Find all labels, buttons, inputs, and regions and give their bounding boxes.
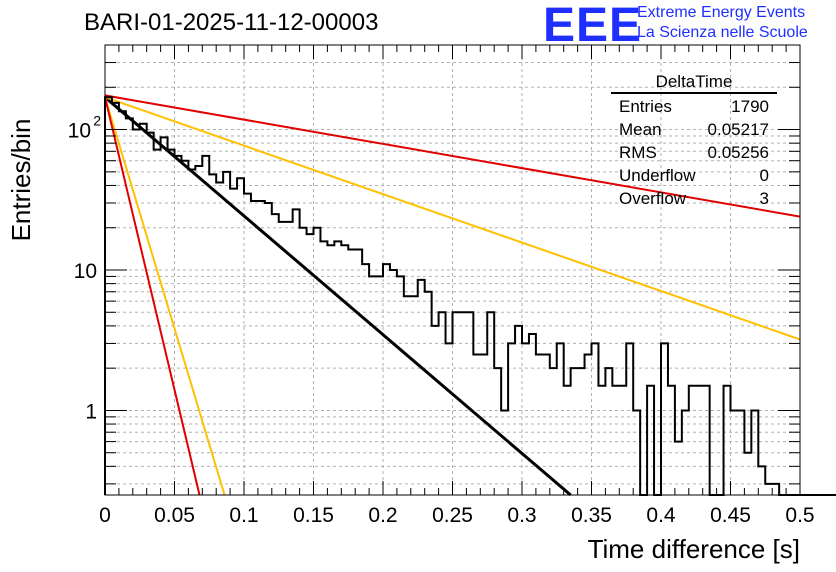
stats-label: Entries — [619, 97, 672, 116]
stats-box-name: DeltaTime — [611, 72, 777, 94]
series-lower-fast — [104, 96, 201, 496]
stats-value: 3 — [759, 189, 769, 208]
axes: 0 0.05 0.1 0.15 0.2 0.25 0.3 0.35 0.4 0.45 0.5 1 10 1… — [68, 44, 815, 527]
x-tick-label: 0.15 — [293, 504, 334, 527]
x-tick-label: 0.35 — [571, 504, 612, 527]
stats-value: 1790 — [731, 97, 769, 116]
x-axis-label: Time difference [s] — [588, 534, 800, 564]
y-tick-label: 1 — [85, 400, 97, 423]
series-upper-slow — [104, 94, 801, 218]
x-tick-label: 0.1 — [229, 504, 258, 527]
stats-row-entries: Entries 1790 — [611, 95, 777, 118]
y-tick-exponent: 2 — [93, 113, 101, 129]
y-axis-label: Entries/bin — [6, 119, 36, 242]
x-tick-label: 0.3 — [507, 504, 536, 527]
series-fit — [104, 96, 572, 497]
curves — [104, 94, 801, 497]
y-tick-label: 10 — [74, 260, 97, 283]
eee-logo: EEE — [543, 0, 643, 52]
histogram-outline — [104, 96, 836, 496]
stats-value: 0.05217 — [707, 120, 769, 139]
chart-title: BARI-01-2025-11-12-00003 — [84, 9, 379, 36]
stats-label: Mean — [619, 120, 662, 139]
x-tick-label: 0.45 — [710, 504, 751, 527]
stats-row-rms: RMS 0.05256 — [611, 141, 777, 164]
x-tick-label: 0.4 — [646, 504, 676, 527]
stats-label: Underflow — [619, 166, 696, 185]
logo-subtitle-1: Extreme Energy Events — [637, 4, 806, 21]
stats-value: 0.05256 — [707, 143, 769, 162]
stats-row-underflow: Underflow 0 — [611, 164, 777, 187]
stats-label: Overflow — [619, 189, 687, 208]
x-tick-label: 0.5 — [785, 504, 814, 527]
stats-value: 0 — [759, 166, 769, 185]
stats-row-mean: Mean 0.05217 — [611, 118, 777, 141]
x-tick-label: 0.2 — [368, 504, 397, 527]
x-tick-label: 0.25 — [432, 504, 473, 527]
series-mid-slow — [104, 96, 801, 341]
y-tick-label: 10 — [68, 120, 91, 143]
stats-label: RMS — [619, 143, 657, 162]
series-mid-fast — [104, 96, 226, 496]
stats-box: DeltaTime Entries 1790 Mean 0.05217 RMS … — [611, 72, 777, 210]
histogram — [104, 96, 836, 496]
x-tick-label: 0.05 — [154, 504, 195, 527]
logo-subtitle-2: La Scienza nelle Scuole — [637, 24, 808, 41]
x-tick-label: 0 — [99, 504, 111, 527]
stats-row-overflow: Overflow 3 — [611, 187, 777, 210]
